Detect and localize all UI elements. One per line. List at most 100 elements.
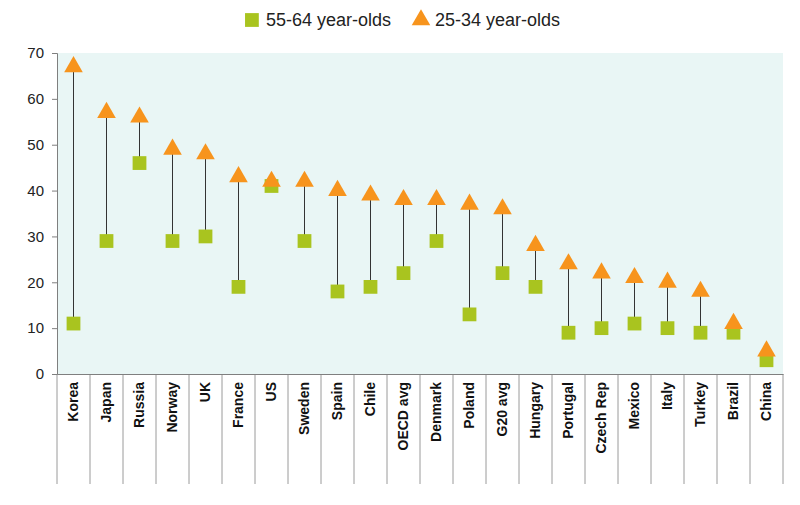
marker-triangle xyxy=(97,102,116,118)
category-separator xyxy=(321,374,322,484)
legend-label: 55-64 year-olds xyxy=(266,10,391,30)
x-tick: Brazil xyxy=(725,374,741,420)
x-tick-label: Turkey xyxy=(692,382,708,427)
x-tick-label: Poland xyxy=(461,382,477,429)
x-tick: US xyxy=(263,374,279,401)
marker-triangle xyxy=(625,267,644,283)
marker-triangle xyxy=(724,313,743,329)
marker-square xyxy=(397,266,411,280)
x-tick-label: China xyxy=(758,382,774,421)
marker-triangle xyxy=(460,194,479,210)
category-separator xyxy=(354,374,355,484)
marker-square xyxy=(166,234,180,248)
marker-square xyxy=(661,321,675,335)
marker-square xyxy=(67,317,81,331)
y-tick-label: 30 xyxy=(27,228,44,245)
x-tick: Mexico xyxy=(626,374,642,429)
marker-triangle xyxy=(757,340,776,356)
marker-square xyxy=(595,321,609,335)
connector xyxy=(403,200,404,273)
x-tick: UK xyxy=(197,374,213,402)
marker-square xyxy=(496,266,510,280)
marker-square xyxy=(199,230,213,244)
marker-triangle xyxy=(691,281,710,297)
marker-square xyxy=(529,280,543,294)
y-tick-label: 50 xyxy=(27,136,44,153)
marker-triangle xyxy=(394,189,413,205)
category-separator xyxy=(57,374,58,484)
x-tick-label: Korea xyxy=(65,382,81,422)
legend-label: 25-34 year-olds xyxy=(435,10,560,30)
marker-square xyxy=(100,234,114,248)
connector xyxy=(601,273,602,328)
category-separator xyxy=(750,374,751,484)
marker-triangle xyxy=(592,262,611,278)
category-separator xyxy=(552,374,553,484)
x-tick-label: Chile xyxy=(362,382,378,416)
marker-triangle xyxy=(229,166,248,182)
x-tick: Spain xyxy=(329,374,345,420)
connector xyxy=(238,177,239,287)
y-tick-label: 0 xyxy=(36,365,44,382)
category-separator xyxy=(453,374,454,484)
x-tick-label: Denmark xyxy=(428,382,444,442)
category-separator xyxy=(288,374,289,484)
x-tick: China xyxy=(758,374,774,421)
plot-background xyxy=(57,53,783,374)
marker-triangle xyxy=(559,253,578,269)
y-tick: 50 xyxy=(27,136,57,153)
x-tick-label: OECD avg xyxy=(395,382,411,450)
x-tick-label: Sweden xyxy=(296,382,312,435)
marker-square xyxy=(331,285,345,299)
marker-square xyxy=(298,234,312,248)
category-separator xyxy=(255,374,256,484)
marker-square xyxy=(133,156,147,170)
x-tick: Turkey xyxy=(692,374,708,427)
legend-item: 25-34 year-olds xyxy=(412,9,560,30)
y-tick: 30 xyxy=(27,228,57,245)
connector xyxy=(502,209,503,273)
marker-square xyxy=(232,280,246,294)
y-tick-mark xyxy=(52,282,57,283)
marker-triangle xyxy=(64,56,83,72)
marker-triangle xyxy=(196,143,215,159)
x-tick: Chile xyxy=(362,374,378,416)
x-tick: Sweden xyxy=(296,374,312,435)
connector xyxy=(106,113,107,241)
x-tick-label: Spain xyxy=(329,382,345,420)
x-tick: Denmark xyxy=(428,374,444,442)
y-axis: 010203040506070 xyxy=(27,44,57,382)
x-tick-label: UK xyxy=(197,382,213,402)
x-tick: Portugal xyxy=(560,374,576,439)
y-tick: 10 xyxy=(27,319,57,336)
x-tick: Italy xyxy=(659,374,675,410)
marker-square xyxy=(463,307,477,321)
y-tick-label: 70 xyxy=(27,44,44,61)
x-tick-label: Hungary xyxy=(527,382,543,439)
x-tick-label: US xyxy=(263,382,279,401)
marker-triangle xyxy=(328,180,347,196)
x-tick-label: Portugal xyxy=(560,382,576,439)
x-tick-label: France xyxy=(230,382,246,428)
category-separator xyxy=(585,374,586,484)
y-tick-mark xyxy=(52,236,57,237)
x-tick: Japan xyxy=(98,374,114,422)
marker-triangle xyxy=(262,171,281,187)
category-separator xyxy=(123,374,124,484)
marker-triangle xyxy=(130,106,149,122)
connector xyxy=(172,149,173,241)
marker-triangle xyxy=(361,184,380,200)
x-tick: Czech Rep xyxy=(593,374,609,454)
legend-marker xyxy=(245,13,259,27)
category-separator xyxy=(651,374,652,484)
y-tick-label: 20 xyxy=(27,274,44,291)
marker-square xyxy=(430,234,444,248)
y-tick-label: 10 xyxy=(27,319,44,336)
marker-square xyxy=(628,317,642,331)
x-tick: Norway xyxy=(164,374,180,433)
y-tick: 20 xyxy=(27,274,57,291)
category-separator xyxy=(156,374,157,484)
x-tick-label: Czech Rep xyxy=(593,382,609,454)
category-separator xyxy=(519,374,520,484)
y-tick: 70 xyxy=(27,44,57,61)
